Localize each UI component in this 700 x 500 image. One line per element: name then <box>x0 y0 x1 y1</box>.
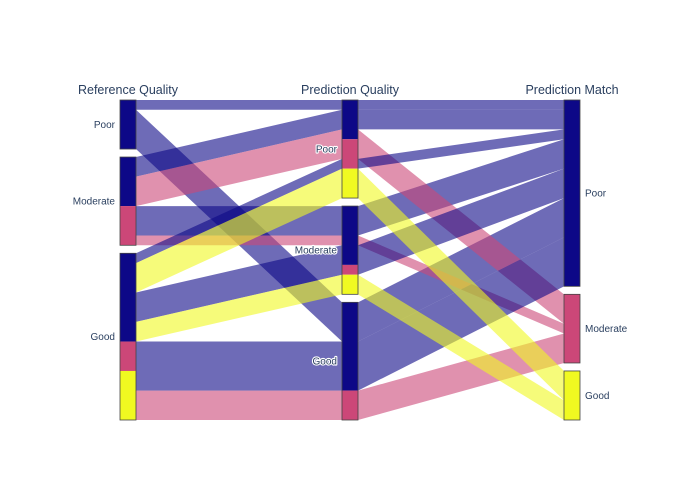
bar-outline-pred-good <box>341 301 359 421</box>
ribbon-good-poor-good-seg1[interactable] <box>136 168 342 293</box>
ribbon-moderate-poor-moderate-seg1[interactable] <box>136 129 342 207</box>
bar-pred-good-poor[interactable] <box>342 302 358 391</box>
bar-match-poor-poor[interactable] <box>564 100 580 287</box>
bar-pred-moderate-moderate[interactable] <box>342 264 358 275</box>
labels-layer: Reference Quality Poor Moderate Good Predict… <box>72 83 629 403</box>
dimension-title-ref: Reference Quality <box>78 83 179 97</box>
ribbon-moderate-poor-poor-seg2[interactable] <box>358 109 564 130</box>
bar-ref-good-moderate[interactable] <box>120 341 136 371</box>
category-label-ref-moderate: Moderate <box>73 197 116 208</box>
category-label-match-poor: Poor <box>585 189 607 200</box>
bar-outline-ref-poor <box>119 99 137 150</box>
category-label-match-moderate: Moderate <box>585 324 628 335</box>
bar-ref-good-poor[interactable] <box>120 253 136 342</box>
bar-pred-poor-good[interactable] <box>342 168 358 199</box>
category-label-pred-poor: Poor <box>316 145 338 156</box>
ribbon-good-good-moderate-seg2[interactable] <box>358 333 564 420</box>
bar-pred-poor-poor[interactable] <box>342 100 358 140</box>
bar-pred-moderate-poor[interactable] <box>342 206 358 265</box>
dimension-title-match: Prediction Match <box>525 83 618 97</box>
category-label-match-good: Good <box>585 391 609 402</box>
bar-outline-match-poor <box>563 99 581 287</box>
bar-outline-ref-moderate <box>119 156 137 246</box>
dimension-title-pred: Prediction Quality <box>301 83 400 97</box>
ribbon-good-good-poor-seg2[interactable] <box>358 237 564 391</box>
bar-outline-pred-poor <box>341 99 359 199</box>
category-label-ref-good: Good <box>91 332 115 343</box>
ribbon-moderate-poor-poor-seg1[interactable] <box>136 109 342 177</box>
bar-ref-good-good[interactable] <box>120 370 136 420</box>
category-label-pred-moderate: Moderate <box>295 246 338 257</box>
ribbon-poor-poor-poor-seg2[interactable] <box>358 100 564 110</box>
bar-outline-ref-good <box>119 252 137 421</box>
bar-ref-moderate-poor[interactable] <box>120 157 136 207</box>
bar-pred-good-moderate[interactable] <box>342 390 358 420</box>
ribbon-moderate-moderate-poor-seg2[interactable] <box>358 139 564 236</box>
ribbon-good-moderate-poor-seg1[interactable] <box>136 245 342 322</box>
ribbon-good-poor-poor-seg2[interactable] <box>358 129 564 169</box>
bar-pred-poor-moderate[interactable] <box>342 139 358 169</box>
category-bars-layer <box>119 99 581 421</box>
bar-ref-moderate-moderate[interactable] <box>120 206 136 246</box>
ribbon-good-poor-good-seg2[interactable] <box>358 168 564 401</box>
ribbon-good-moderate-good-seg1[interactable] <box>136 274 342 342</box>
ribbon-good-poor-poor-seg1[interactable] <box>136 158 342 264</box>
bar-match-good-good[interactable] <box>564 370 580 420</box>
ribbon-good-good-poor-seg1[interactable] <box>136 341 342 391</box>
bar-outline-pred-moderate <box>341 205 359 295</box>
ribbon-poor-poor-poor-seg1[interactable] <box>136 100 342 110</box>
ribbons-layer <box>136 100 564 420</box>
ribbon-good-moderate-good-seg2[interactable] <box>358 274 564 420</box>
bar-match-moderate-moderate[interactable] <box>564 294 580 363</box>
ribbon-good-good-moderate-seg1[interactable] <box>136 390 342 420</box>
bar-pred-moderate-good[interactable] <box>342 274 358 295</box>
category-label-pred-good: Good <box>313 357 337 368</box>
bar-ref-poor-poor[interactable] <box>120 100 136 150</box>
bar-outline-match-good <box>563 370 581 421</box>
category-label-ref-poor: Poor <box>94 120 116 131</box>
bar-outline-match-moderate <box>563 293 581 364</box>
